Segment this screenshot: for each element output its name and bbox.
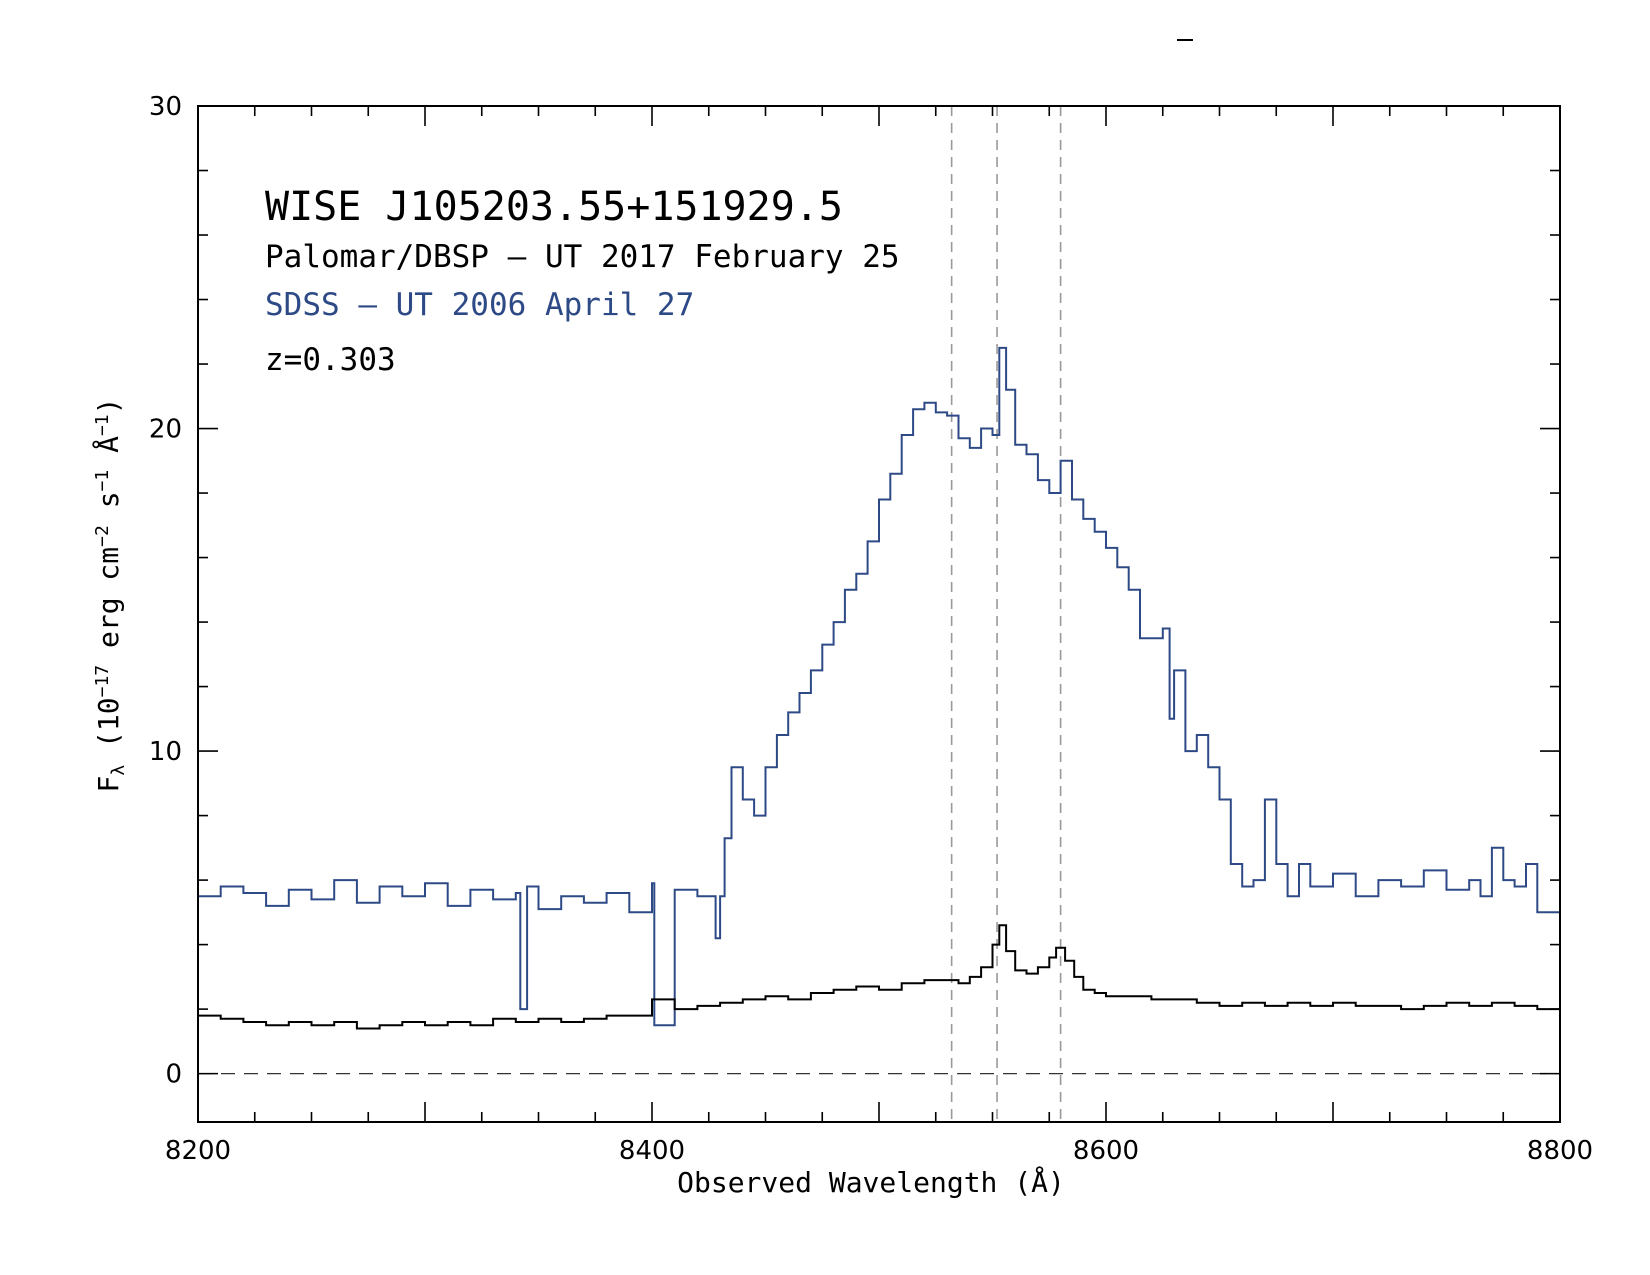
x-axis-title: Observed Wavelength (Å) bbox=[677, 1165, 1065, 1199]
reference-lines bbox=[950, 106, 1062, 1122]
y-axis-units-mid2: s bbox=[92, 491, 125, 525]
annotation-sdss: SDSS – UT 2006 April 27 bbox=[265, 287, 694, 323]
annotation-palomar: Palomar/DBSP – UT 2017 February 25 bbox=[265, 239, 900, 275]
y-tick-label: 20 bbox=[149, 415, 182, 445]
y-axis-exp1: −17 bbox=[92, 665, 113, 698]
y-tick-label: 10 bbox=[149, 737, 182, 767]
y-tick-label: 0 bbox=[165, 1060, 182, 1090]
tick-labels: 8200 8400 8600 8800 0 10 20 30 bbox=[149, 92, 1593, 1166]
y-axis-units-close: ) bbox=[92, 397, 125, 414]
x-tick-label: 8200 bbox=[165, 1136, 231, 1166]
y-axis-units-prefix: (10 bbox=[92, 697, 125, 764]
annotation-object: WISE J105203.55+151929.5 bbox=[265, 184, 843, 230]
series-line-0 bbox=[198, 346, 1561, 1027]
y-axis-exp3: −1 bbox=[92, 470, 113, 492]
y-axis-units-end: Å bbox=[91, 436, 125, 470]
y-axis-title-main: F bbox=[92, 776, 125, 793]
y-axis-title-subscript: λ bbox=[108, 765, 129, 776]
series-group bbox=[198, 346, 1561, 1030]
y-axis-units-mid: erg cm bbox=[92, 547, 125, 665]
x-tick-label: 8400 bbox=[619, 1136, 685, 1166]
annotation-redshift: z=0.303 bbox=[265, 342, 396, 378]
y-axis-title: Fλ (10−17 erg cm−2 s−1 Å−1) bbox=[91, 397, 129, 792]
x-tick-label: 8800 bbox=[1527, 1136, 1593, 1166]
x-tick-label: 8600 bbox=[1073, 1136, 1139, 1166]
y-axis-exp2: −2 bbox=[92, 525, 113, 547]
y-axis-exp4: −1 bbox=[92, 414, 113, 436]
plot-frame bbox=[197, 105, 1561, 1123]
series-line-1 bbox=[198, 924, 1561, 1030]
y-tick-label: 30 bbox=[149, 92, 182, 122]
